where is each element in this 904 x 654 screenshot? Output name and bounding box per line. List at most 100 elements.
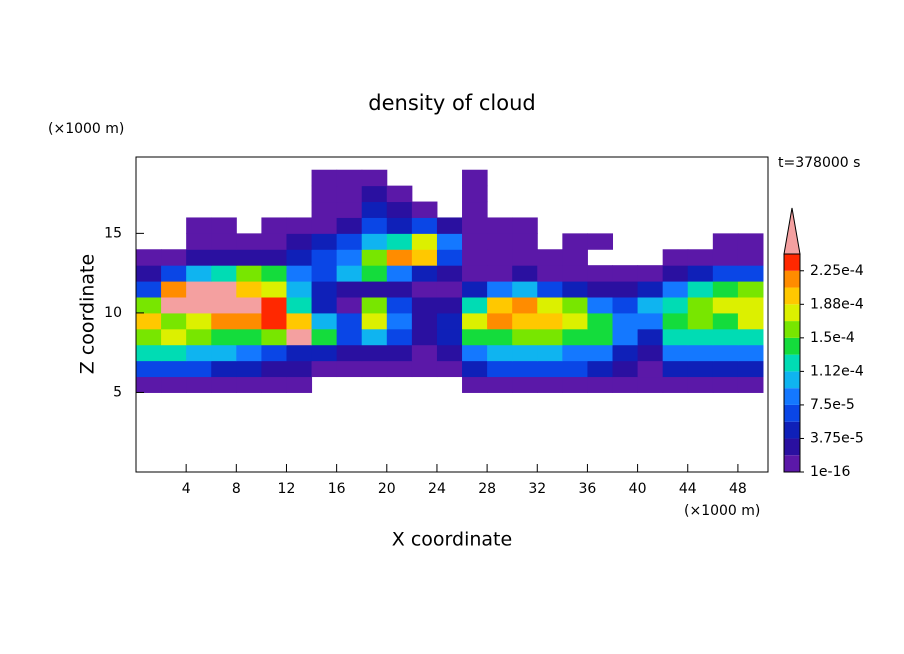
- field-cell: [311, 297, 338, 314]
- field-cell: [211, 312, 237, 330]
- field-cell: [712, 360, 739, 378]
- field-cell: [436, 328, 463, 346]
- field-cell: [562, 265, 588, 282]
- field-cell: [361, 360, 388, 378]
- field-cell: [712, 344, 739, 362]
- field-cell: [411, 360, 438, 378]
- field-cell: [136, 312, 162, 330]
- colorbar-extension: [783, 207, 801, 255]
- field-cell: [411, 249, 438, 266]
- field-cell: [462, 249, 488, 266]
- field-cell: [487, 328, 513, 346]
- field-cell: [737, 376, 764, 393]
- field-cell: [411, 297, 438, 314]
- field-cell: [512, 344, 538, 362]
- field-cell: [537, 344, 563, 362]
- field-cell: [462, 344, 488, 362]
- field-cell: [587, 233, 614, 250]
- field-cell: [411, 281, 438, 298]
- field-cell: [361, 233, 388, 250]
- field-cell: [136, 328, 162, 346]
- field-cell: [487, 312, 513, 330]
- field-cell: [612, 312, 639, 330]
- field-cell: [261, 312, 287, 330]
- field-cell: [286, 281, 313, 298]
- field-cell: [436, 233, 463, 250]
- field-cell: [637, 328, 664, 346]
- colorbar-band: [784, 371, 800, 389]
- x-tick-label: 8: [232, 481, 241, 497]
- field-cell: [537, 249, 563, 266]
- field-cell: [562, 249, 588, 266]
- x-tick-label: 40: [629, 481, 647, 497]
- colorbar-band: [784, 337, 800, 355]
- field-cell: [211, 265, 237, 282]
- field-cell: [186, 344, 212, 362]
- field-cell: [186, 233, 212, 250]
- field-cell: [311, 185, 338, 203]
- colorbar-band: [784, 354, 800, 372]
- field-cell: [286, 312, 313, 330]
- field-cell: [186, 328, 212, 346]
- field-cell: [662, 281, 689, 298]
- field-cell: [211, 281, 237, 298]
- x-tick-label: 44: [679, 481, 697, 497]
- field-cell: [662, 376, 689, 393]
- colorbar-band: [784, 455, 800, 472]
- field-cell: [462, 360, 488, 378]
- field-cell: [286, 297, 313, 314]
- field-cell: [136, 265, 162, 282]
- field-cell: [487, 281, 513, 298]
- field-cell: [562, 281, 588, 298]
- colorbar-tick-label: 1.12e-4: [810, 363, 864, 379]
- field-cell: [687, 344, 714, 362]
- axes: 4 8 12 16 20 24 28 32 36 40 44 48510151e-163.75e-57…: [104, 207, 864, 497]
- field-cell: [186, 249, 212, 266]
- field-cell: [186, 217, 212, 234]
- field-cell: [462, 281, 488, 298]
- field-cell: [211, 360, 237, 378]
- field-cell: [436, 297, 463, 314]
- field-cell: [537, 297, 563, 314]
- field-cell: [161, 328, 187, 346]
- field-cell: [487, 265, 513, 282]
- field-cell: [186, 360, 212, 378]
- field-cell: [286, 328, 313, 346]
- field-cell: [587, 265, 614, 282]
- field-cell: [161, 249, 187, 266]
- field-cell: [336, 249, 363, 266]
- field-cell: [637, 376, 664, 393]
- field-cell: [186, 265, 212, 282]
- field-cell: [311, 201, 338, 218]
- field-cell: [161, 376, 187, 393]
- field-cell: [512, 217, 538, 234]
- x-tick-label: 20: [378, 481, 396, 497]
- field-cell: [637, 344, 664, 362]
- field-cell: [311, 328, 338, 346]
- field-cell: [361, 249, 388, 266]
- field-cell: [487, 233, 513, 250]
- field-cell: [136, 297, 162, 314]
- field-cell: [737, 328, 764, 346]
- field-cell: [436, 217, 463, 234]
- field-cell: [712, 297, 739, 314]
- field-cell: [662, 265, 689, 282]
- field-cell: [537, 281, 563, 298]
- field-cell: [311, 233, 338, 250]
- field-cell: [136, 344, 162, 362]
- field-cell: [236, 344, 262, 362]
- field-cell: [712, 249, 739, 266]
- y-unit: (×1000 m): [48, 121, 124, 137]
- field-cell: [261, 249, 287, 266]
- field-cell: [411, 344, 438, 362]
- field-cell: [336, 297, 363, 314]
- field-cell: [336, 328, 363, 346]
- field-cell: [161, 344, 187, 362]
- x-axis-label: X coordinate: [392, 529, 512, 551]
- chart-title: density of cloud: [368, 91, 535, 115]
- field-cell: [236, 249, 262, 266]
- colorbar-tick-label: 3.75e-5: [810, 430, 864, 446]
- field-cell: [336, 281, 363, 298]
- field-cell: [136, 376, 162, 393]
- field-cell: [462, 297, 488, 314]
